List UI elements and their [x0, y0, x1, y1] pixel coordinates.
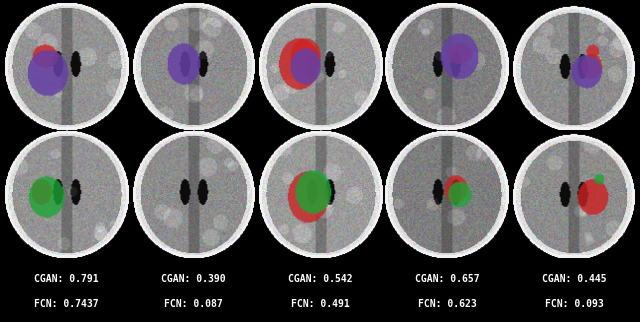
Text: CGAN: 0.445: CGAN: 0.445: [541, 273, 606, 284]
Text: FCN: 0.093: FCN: 0.093: [545, 299, 604, 309]
Text: FCN: 0.623: FCN: 0.623: [418, 299, 476, 309]
Text: FCN: 0.7437: FCN: 0.7437: [34, 299, 99, 309]
Text: FCN: 0.491: FCN: 0.491: [291, 299, 349, 309]
Text: CGAN: 0.657: CGAN: 0.657: [415, 273, 479, 284]
Text: CGAN: 0.390: CGAN: 0.390: [161, 273, 225, 284]
Text: FCN: 0.087: FCN: 0.087: [164, 299, 222, 309]
Text: CGAN: 0.542: CGAN: 0.542: [288, 273, 352, 284]
Text: CGAN: 0.791: CGAN: 0.791: [34, 273, 99, 284]
